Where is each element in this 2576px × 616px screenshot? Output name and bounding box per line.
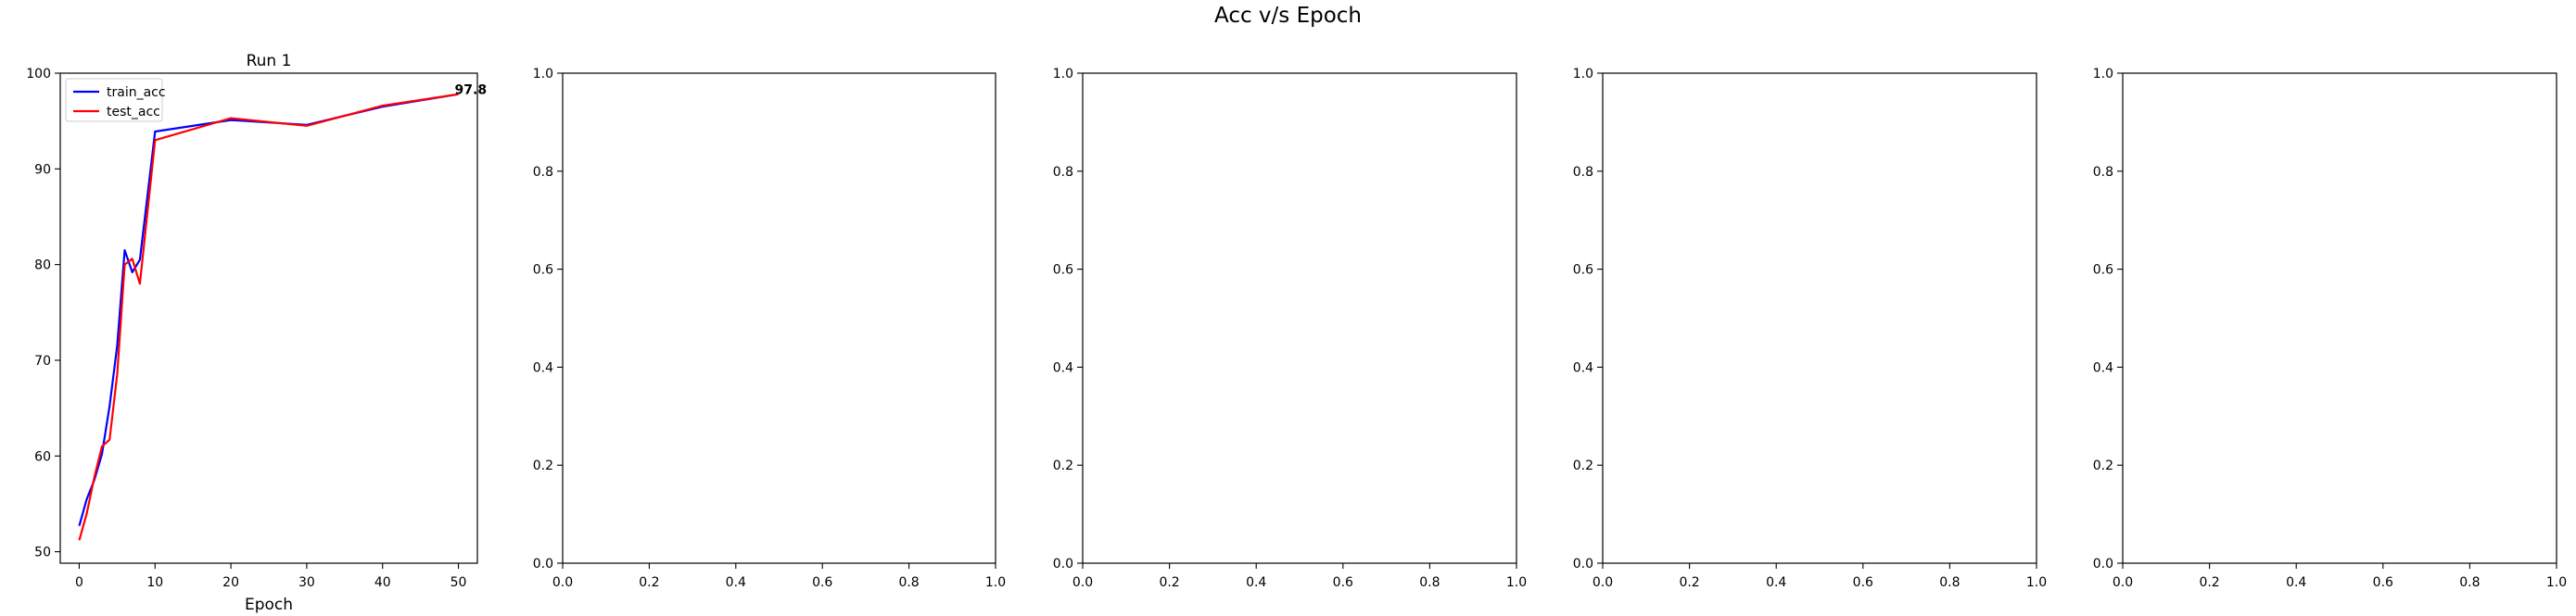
- x-tick-label: 0.4: [2286, 575, 2306, 590]
- y-tick-label: 0.2: [2093, 459, 2113, 473]
- subplot-2: 0.0 0.2 0.4 0.6 0.8 1.0 0.0 0.2 0.4 0.6 0.8 1.0: [533, 67, 1006, 590]
- x-tick-label: 30: [298, 575, 315, 590]
- x-tick-label: 20: [222, 575, 239, 590]
- y-tick-label: 0.8: [2093, 165, 2113, 180]
- x-tick-label: 0.4: [1766, 575, 1786, 590]
- y-tick-label: 0.8: [1053, 165, 1073, 180]
- x-tick-label: 10: [146, 575, 163, 590]
- series-line-test_acc: [78, 93, 459, 541]
- legend-entry: train_acc: [107, 85, 166, 100]
- x-tick-label: 0.0: [1072, 575, 1093, 590]
- figure-suptitle: Acc v/s Epoch: [1213, 4, 1362, 28]
- y-tick-label: 1.0: [1573, 67, 1593, 82]
- y-tick-label: 1.0: [1053, 67, 1073, 82]
- y-tick-label: 0.4: [1053, 360, 1073, 375]
- subplot-title: Run 1: [247, 52, 292, 70]
- y-tick-label: 0.4: [533, 360, 553, 375]
- y-tick-label: 0.6: [533, 263, 553, 278]
- x-tick-label: 0.8: [2459, 575, 2480, 590]
- y-tick-label: 0.8: [533, 165, 553, 180]
- x-tick-label: 40: [374, 575, 391, 590]
- x-tick-label: 0.8: [1939, 575, 1960, 590]
- x-tick-label: 0.2: [1159, 575, 1179, 590]
- subplot-4: 0.0 0.2 0.4 0.6 0.8 1.0 0.0 0.2 0.4 0.6 0.8 1.0: [1573, 67, 2047, 590]
- axes-frame: [59, 72, 478, 564]
- y-tick-label: 60: [34, 449, 51, 464]
- y-tick-label: 0.0: [1053, 557, 1073, 572]
- x-tick-label: 0.6: [1853, 575, 1873, 590]
- x-tick-label: 0.2: [2199, 575, 2219, 590]
- x-tick-label: 1.0: [2026, 575, 2047, 590]
- x-tick-label: 0: [75, 575, 83, 590]
- y-tick-label: 0.6: [2093, 263, 2113, 278]
- y-tick-label: 0.0: [2093, 557, 2113, 572]
- x-tick-label: 0.0: [1593, 575, 1613, 590]
- y-tick-label: 0.2: [533, 459, 553, 473]
- x-tick-label: 50: [450, 575, 467, 590]
- x-tick-label: 0.8: [898, 575, 919, 590]
- y-tick-label: 1.0: [533, 67, 553, 82]
- x-tick-label: 0.2: [1679, 575, 1699, 590]
- data-label: 97.8: [455, 83, 488, 98]
- x-tick-label: 0.6: [2373, 575, 2393, 590]
- subplot-1: 0 10 20 30 40 50 50 60 70 80 90 100 Run 1 Epoch 97.8 tr…: [26, 52, 487, 614]
- x-axis-label: Epoch: [245, 596, 293, 614]
- x-tick-label: 0.6: [812, 575, 832, 590]
- axes-frame: [1602, 72, 2037, 564]
- y-tick-label: 0.4: [2093, 360, 2113, 375]
- subplot-3: 0.0 0.2 0.4 0.6 0.8 1.0 0.0 0.2 0.4 0.6 0.8 1.0: [1053, 67, 1527, 590]
- axes-frame: [562, 72, 996, 564]
- y-tick-label: 0.0: [1573, 557, 1593, 572]
- x-tick-label: 0.8: [1419, 575, 1440, 590]
- axes-frame: [1082, 72, 1517, 564]
- y-tick-label: 100: [26, 67, 51, 82]
- y-tick-label: 0.2: [1053, 459, 1073, 473]
- y-tick-label: 0.0: [533, 557, 553, 572]
- series-line-train_acc: [78, 93, 459, 526]
- legend-entry: test_acc: [107, 105, 160, 119]
- y-tick-label: 1.0: [2093, 67, 2113, 82]
- x-tick-label: 1.0: [1506, 575, 1527, 590]
- x-tick-label: 0.2: [639, 575, 659, 590]
- x-tick-label: 0.6: [1333, 575, 1353, 590]
- x-tick-label: 0.0: [552, 575, 573, 590]
- y-tick-label: 0.2: [1573, 459, 1593, 473]
- x-tick-label: 0.4: [1246, 575, 1266, 590]
- y-tick-label: 0.8: [1573, 165, 1593, 180]
- y-tick-label: 0.4: [1573, 360, 1593, 375]
- x-tick-label: 1.0: [985, 575, 1006, 590]
- y-tick-label: 0.6: [1053, 263, 1073, 278]
- axes-frame: [2122, 72, 2557, 564]
- y-tick-label: 70: [34, 354, 51, 369]
- x-tick-label: 1.0: [2546, 575, 2567, 590]
- y-tick-label: 80: [34, 258, 51, 273]
- x-tick-label: 0.0: [2113, 575, 2133, 590]
- subplot-5: 0.0 0.2 0.4 0.6 0.8 1.0 0.0 0.2 0.4 0.6 0.8 1.0: [2093, 67, 2567, 590]
- legend: train_acc test_acc: [65, 78, 166, 122]
- y-tick-label: 0.6: [1573, 263, 1593, 278]
- y-tick-label: 90: [34, 162, 51, 177]
- x-tick-label: 0.4: [726, 575, 746, 590]
- y-tick-label: 50: [34, 546, 51, 560]
